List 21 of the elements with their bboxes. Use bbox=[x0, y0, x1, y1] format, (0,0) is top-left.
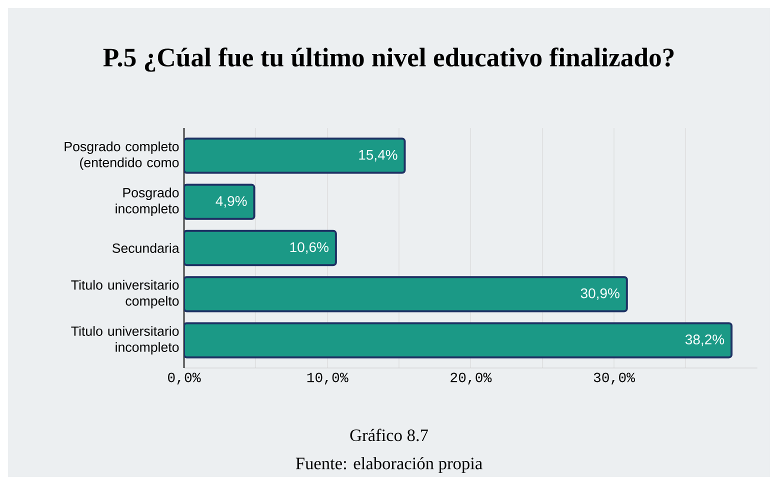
bar bbox=[184, 230, 337, 266]
y-tick-label: Titulo universitario incompleto bbox=[71, 326, 179, 355]
y-tick-label: Titulo universitario compelto bbox=[71, 280, 179, 308]
chart-title: P.5 ¿Cúal fue tu último nivel educativo finalizado? bbox=[103, 48, 674, 72]
text: Gráfico 8.7 bbox=[350, 428, 428, 442]
data-label: 15,4% bbox=[359, 150, 398, 162]
bar bbox=[184, 276, 628, 312]
bar bbox=[184, 138, 406, 174]
source-note: Fuente: elaboración propia bbox=[296, 457, 482, 473]
x-tick-label: 30,0% bbox=[594, 372, 635, 385]
x-tick-label: 10,0% bbox=[307, 372, 348, 385]
x-tick-label: 0,0% bbox=[168, 372, 201, 385]
data-label: 30,9% bbox=[580, 288, 620, 300]
y-tick-label: Posgrado completo (entendido como bbox=[64, 141, 179, 170]
data-label: 10,6% bbox=[290, 242, 328, 254]
data-label: 38,2% bbox=[685, 334, 724, 346]
y-tick-label: Posgrado incompleto bbox=[116, 188, 179, 216]
x-tick-label: 20,0% bbox=[450, 372, 492, 385]
y-tick-label: Secundaria bbox=[112, 243, 180, 253]
data-label: 4,9% bbox=[216, 196, 247, 208]
bar bbox=[184, 322, 733, 358]
